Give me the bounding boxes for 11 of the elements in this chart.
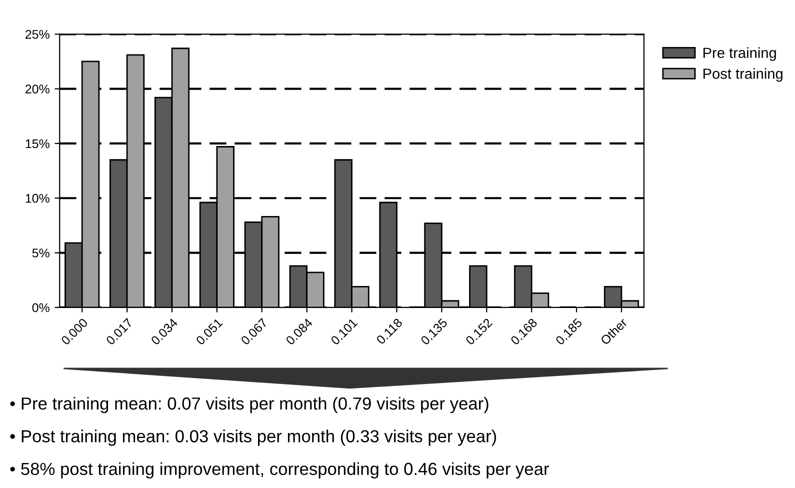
text: • 58% post training improvement, corresponding to 0.46 visits per year (10, 462, 549, 479)
legend-label: Pre training (703, 47, 776, 61)
text: • Post training mean: 0.03 visits per month (0.33 visits per year) (10, 430, 496, 446)
y-tick-label: 10% (26, 194, 50, 203)
y-tick-label: 5% (32, 248, 50, 258)
y-tick-label: 20% (26, 84, 50, 94)
legend-label: Post training (703, 68, 782, 82)
y-tick-label: 0% (32, 303, 50, 312)
y-tick-label: 25% (26, 30, 50, 39)
text: • Pre training mean: 0.07 visits per month (0.79 visits per year) (10, 396, 488, 414)
y-tick-label: 15% (26, 139, 50, 148)
